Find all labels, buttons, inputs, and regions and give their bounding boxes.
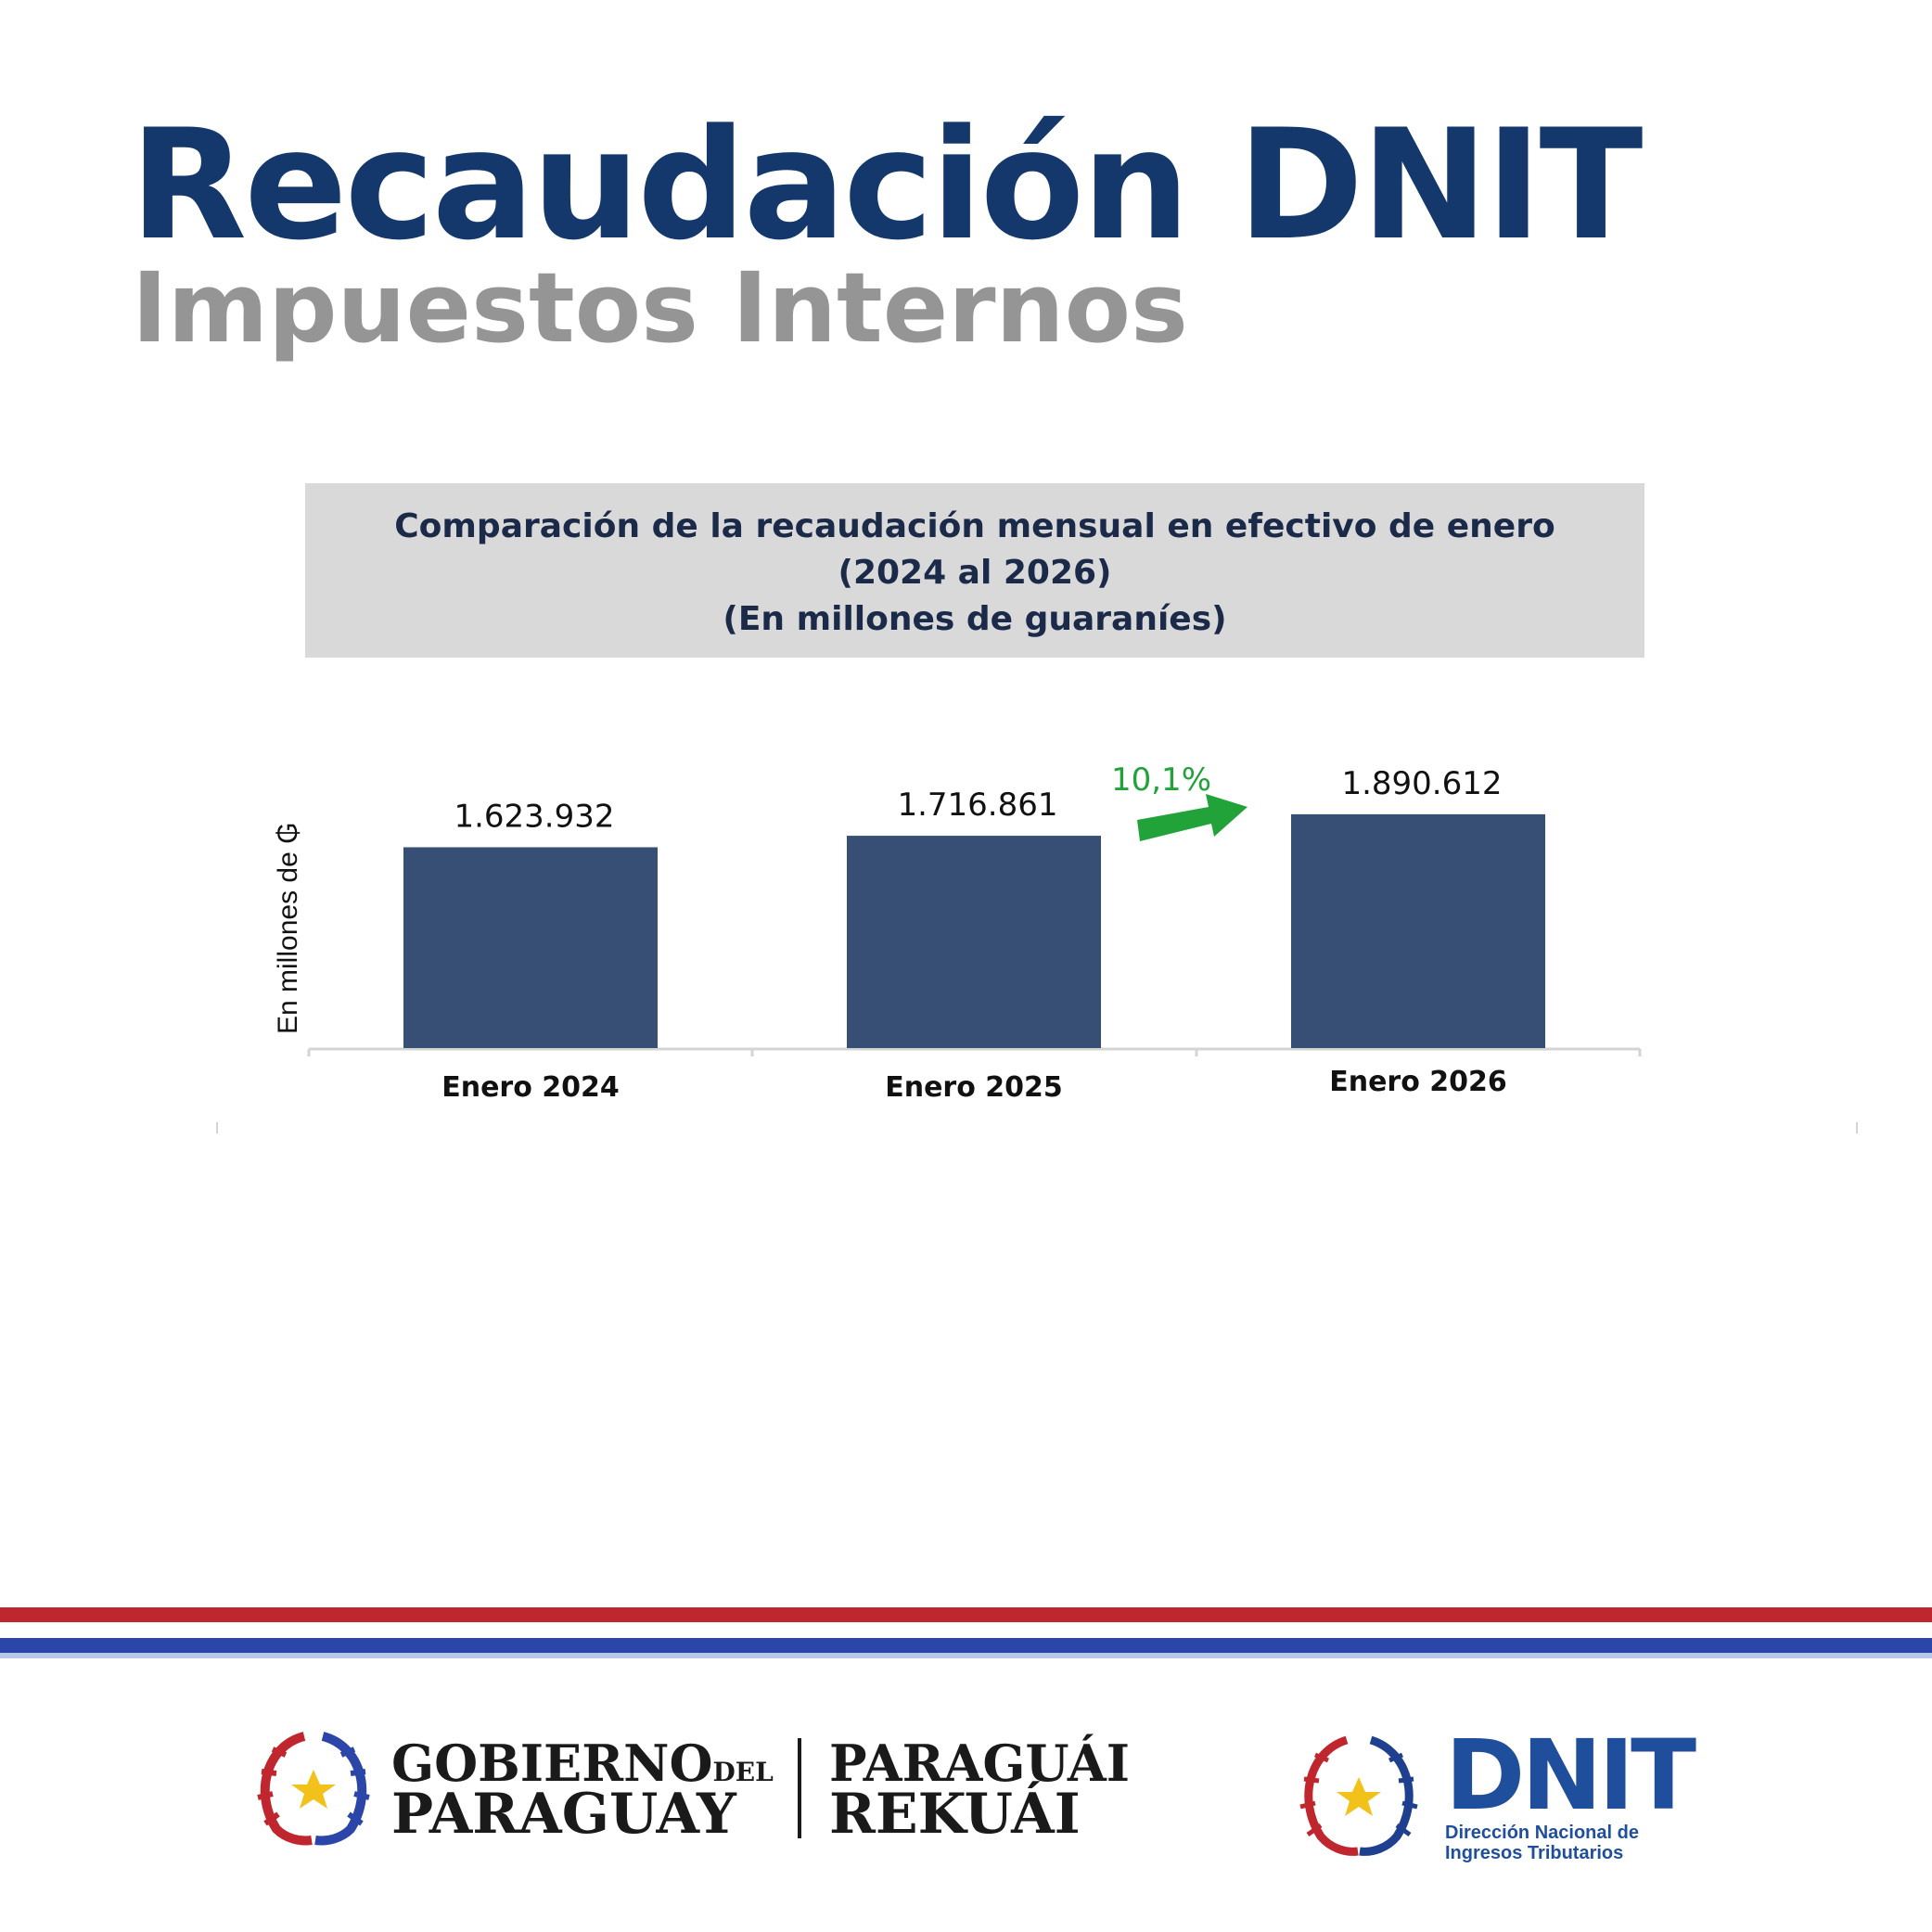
bar-chart: En millones de ₲ 1.623.932 Enero 2024 1.71… bbox=[216, 761, 1858, 1133]
x-tick-label: Enero 2026 bbox=[1329, 1066, 1507, 1098]
paraguay-coat-of-arms-icon bbox=[257, 1732, 370, 1846]
gov-logo-gobierno: GOBIERNO bbox=[391, 1734, 713, 1793]
dnit-logo-word: DNIT bbox=[1445, 1719, 1696, 1832]
page-title: Recaudación DNIT bbox=[130, 96, 1643, 274]
dnit-logo-line2: Ingresos Tributarios bbox=[1445, 1843, 1624, 1863]
growth-arrow-icon bbox=[1137, 794, 1247, 841]
bar-value-label: 1.623.932 bbox=[454, 798, 614, 835]
flag-stripe-lightblue bbox=[0, 1653, 1932, 1658]
chart-subtitle-units: (En millones de guaraníes) bbox=[723, 600, 1227, 638]
dnit-logo: DNIT Dirección Nacional de Ingresos Trib… bbox=[1289, 1727, 1696, 1866]
bars-group: 1.623.932 Enero 2024 1.716.861 Enero 2025 1.… bbox=[403, 765, 1545, 1104]
gov-logo-divider bbox=[798, 1738, 801, 1838]
flag-stripe-blue bbox=[0, 1638, 1932, 1653]
bar bbox=[403, 847, 658, 1048]
gobierno-del-paraguay-logo: GOBIERNODEL PARAGUAY PARAGUÁI REKUÁI bbox=[249, 1727, 1130, 1848]
x-tick-label: Enero 2025 bbox=[885, 1071, 1063, 1104]
x-tick-label: Enero 2024 bbox=[441, 1071, 620, 1104]
flag-stripe-red bbox=[0, 1607, 1932, 1622]
chart-title: Comparación de la recaudación mensual en… bbox=[394, 507, 1555, 545]
bar bbox=[1291, 813, 1545, 1048]
dnit-coat-of-arms-icon bbox=[1299, 1735, 1418, 1856]
chart-subtitle-years: (2024 al 2026) bbox=[838, 554, 1112, 592]
growth-annotation: 10,1% bbox=[1111, 761, 1247, 841]
dnit-logo-line1: Dirección Nacional de bbox=[1445, 1823, 1639, 1843]
gov-logo-paraguai: PARAGUÁI bbox=[829, 1734, 1131, 1793]
bar-value-label: 1.716.861 bbox=[897, 787, 1057, 824]
bar-value-label: 1.890.612 bbox=[1341, 765, 1502, 802]
chart-title-box: Comparación de la recaudación mensual en… bbox=[305, 483, 1644, 658]
flag-stripe-white bbox=[0, 1622, 1932, 1638]
gov-logo-del: DEL bbox=[712, 1757, 774, 1787]
page-subtitle: Impuestos Internos bbox=[132, 251, 1188, 365]
gov-logo-rekuai: REKUÁI bbox=[829, 1782, 1081, 1847]
gov-logo-paraguay: PARAGUAY bbox=[391, 1782, 736, 1847]
y-axis-label: En millones de ₲ bbox=[273, 823, 303, 1034]
bar bbox=[847, 836, 1101, 1048]
growth-label: 10,1% bbox=[1111, 761, 1211, 799]
